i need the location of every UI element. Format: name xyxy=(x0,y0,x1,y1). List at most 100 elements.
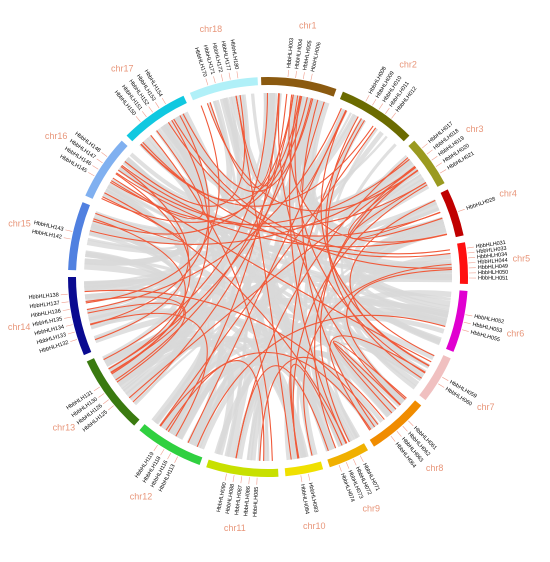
gene-tick xyxy=(62,309,70,311)
chromosome-label: chr15 xyxy=(8,219,31,229)
gene-tick xyxy=(240,476,243,484)
gene-tick xyxy=(467,251,475,254)
chromosome-arc xyxy=(189,77,258,101)
chromosome-label: chr2 xyxy=(399,60,417,70)
gene-tick xyxy=(248,477,250,485)
red-link xyxy=(235,365,329,459)
gene-label: HbbHLH031 xyxy=(475,240,506,250)
chromosome-label: chr14 xyxy=(8,322,31,332)
gene-tick xyxy=(457,208,465,212)
gene-tick xyxy=(422,143,428,149)
gene-tick xyxy=(236,71,239,79)
chromosome-arc xyxy=(440,189,464,238)
red-link xyxy=(333,340,407,414)
gene-tick xyxy=(61,301,69,304)
gene-tick xyxy=(365,95,370,102)
red-link xyxy=(104,192,348,444)
gene-label: HbbHLH052 xyxy=(474,314,505,326)
gene-tick xyxy=(64,316,72,319)
gene-tick xyxy=(92,165,99,170)
grey-link xyxy=(116,337,206,425)
gene-label: HbbHLH033 xyxy=(476,246,507,256)
gene-label: HbbHLH085 xyxy=(252,487,260,518)
chromosome-arc xyxy=(327,443,368,468)
red-link xyxy=(294,95,426,374)
gene-label: HbbHLH034 xyxy=(477,252,508,261)
gene-tick xyxy=(213,76,216,84)
red-link xyxy=(290,118,362,459)
gene-tick xyxy=(88,172,95,177)
gene-tick xyxy=(155,101,160,109)
gene-label: HbbHLH049 xyxy=(478,264,509,271)
gene-label: HbbHLH050 xyxy=(478,270,508,277)
gene-tick xyxy=(308,473,311,481)
gene-tick xyxy=(161,97,166,105)
gene-label: HbbHLH137 xyxy=(29,300,60,310)
red-link xyxy=(89,166,416,245)
gene-tick xyxy=(220,74,224,82)
grey-link xyxy=(84,275,453,288)
red-link xyxy=(132,96,303,403)
red-link xyxy=(288,94,448,243)
red-link xyxy=(90,312,208,437)
gene-label: HbbHLH044 xyxy=(477,258,508,266)
red-link xyxy=(289,363,343,459)
red-link xyxy=(85,105,220,304)
gene-tick xyxy=(396,431,402,437)
gene-tick xyxy=(148,106,153,113)
gene-tick xyxy=(101,152,108,157)
gene-tick xyxy=(98,393,105,398)
gene-tick xyxy=(96,158,103,164)
chromosome-arc xyxy=(261,77,337,97)
chromosome-label: chr8 xyxy=(426,463,444,473)
gene-tick xyxy=(232,475,235,483)
gene-tick xyxy=(466,246,474,249)
red-link xyxy=(115,94,294,381)
red-link xyxy=(314,169,419,449)
red-link xyxy=(94,166,189,341)
gene-tick xyxy=(70,339,78,342)
gene-tick xyxy=(153,444,158,452)
gene-tick xyxy=(295,70,297,78)
gene-label: HbbHLH180 xyxy=(229,39,239,70)
grey-link xyxy=(247,365,307,461)
chromosome-arc xyxy=(68,277,92,356)
chromosome-label: chr4 xyxy=(499,189,517,199)
gene-tick xyxy=(287,69,289,78)
red-link xyxy=(128,167,417,399)
gene-tick xyxy=(438,383,445,388)
chromosome-label: chr5 xyxy=(513,254,531,264)
gene-tick xyxy=(391,112,397,119)
gene-tick xyxy=(300,475,303,483)
red-link xyxy=(95,196,185,243)
gene-label: HbbHLH083 xyxy=(307,482,319,513)
grey-link xyxy=(326,268,452,439)
gene-tick xyxy=(439,169,447,174)
gene-tick xyxy=(63,237,71,240)
gene-label: HbbHLH003 xyxy=(286,38,295,69)
gene-label: HbbHLH136 xyxy=(30,308,61,319)
gene-tick xyxy=(228,72,231,80)
gene-tick xyxy=(224,473,227,481)
red-link xyxy=(140,95,301,201)
gene-tick xyxy=(465,314,473,317)
grey-link xyxy=(84,262,405,406)
red-link xyxy=(140,125,374,207)
gene-tick xyxy=(431,155,438,161)
gene-tick xyxy=(352,458,357,466)
gene-tick xyxy=(338,464,342,472)
chromosome-arc xyxy=(339,91,410,142)
gene-tick xyxy=(65,324,73,327)
chromosome-arc xyxy=(457,242,468,284)
gene-tick xyxy=(310,73,313,81)
gene-tick xyxy=(435,162,443,167)
red-link xyxy=(103,92,269,361)
chromosome-label: chr10 xyxy=(303,521,326,531)
red-link xyxy=(319,165,416,443)
red-link xyxy=(108,173,191,370)
gene-label: HbbHLH005 xyxy=(302,40,313,71)
chromosome-arc xyxy=(68,202,90,271)
red-link xyxy=(349,181,441,240)
red-link xyxy=(108,98,312,370)
